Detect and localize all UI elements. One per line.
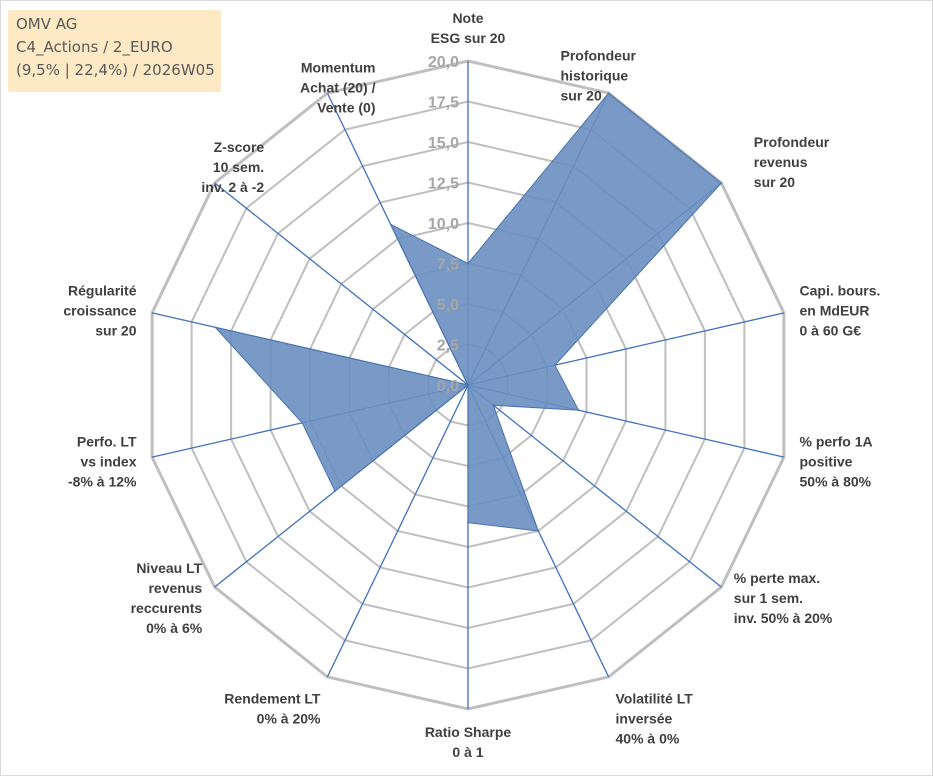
axis-label-line: en MdEUR xyxy=(800,302,870,318)
axis-label-line: reccurents xyxy=(131,600,203,616)
axis-label: % perte max. sur 1 sem. inv. 50% à 20% xyxy=(734,570,833,626)
axis-label-line: Vente (0) xyxy=(317,100,375,116)
axis-label-line: Rendement LT xyxy=(224,690,321,706)
axis-label-line: 0 à 60 G€ xyxy=(800,322,862,338)
data-point xyxy=(607,92,610,94)
data-point xyxy=(720,182,723,184)
tick-label: 12,5 xyxy=(428,176,459,193)
axis-label-line: Niveau LT xyxy=(136,560,202,576)
axis-spoke xyxy=(467,384,722,588)
tick-label: 2,5 xyxy=(437,338,459,355)
axis-label: Profondeur revenus sur 20 xyxy=(754,134,830,190)
radar-axis-labels: Note ESG sur 20 Profondeur historique sur 20… xyxy=(63,10,880,760)
axis-label-line: sur 20 xyxy=(95,322,136,338)
axis-label-line: sur 20 xyxy=(754,174,795,190)
axis-label: Note ESG sur 20 xyxy=(431,10,506,46)
axis-label-line: inv. 2 à -2 xyxy=(201,179,264,195)
data-point xyxy=(334,490,336,492)
axis-label-line: 0% à 6% xyxy=(146,620,203,636)
axis-label-line: sur 1 sem. xyxy=(734,590,803,606)
company-name: OMV AG xyxy=(16,15,78,33)
tick-label: 17,5 xyxy=(428,95,459,112)
data-point xyxy=(389,223,392,226)
axis-label-line: 0 à 1 xyxy=(452,744,483,760)
axis-label-line: revenus xyxy=(148,580,202,596)
axis-label-line: inv. 50% à 20% xyxy=(734,610,833,626)
axis-label-line: % perfo 1A xyxy=(800,434,873,450)
axis-label: Capi. bours. en MdEUR 0 à 60 G€ xyxy=(800,282,881,338)
axis-label-line: Capi. bours. xyxy=(800,282,881,298)
axis-label-line: vs index xyxy=(80,454,136,470)
axis-label: % perfo 1A positive 50% à 80% xyxy=(800,434,873,490)
axis-spoke xyxy=(326,384,469,678)
axis-label-line: Profondeur xyxy=(561,48,637,64)
axis-label-line: Z-score xyxy=(214,139,265,155)
category-label: C4_Actions / 2_EURO xyxy=(16,38,173,56)
axis-label-line: revenus xyxy=(754,154,808,170)
axis-label-line: Profondeur xyxy=(754,134,830,150)
tick-label: 10,0 xyxy=(428,216,459,233)
axis-label-line: Volatilité LT xyxy=(616,690,694,706)
axis-label-line: Régularité xyxy=(68,282,137,298)
data-point xyxy=(467,384,469,386)
axis-label-line: 10 sem. xyxy=(213,159,264,175)
axis-label-line: Note xyxy=(452,10,483,26)
axis-label-line: Ratio Sharpe xyxy=(425,724,512,740)
tick-label: 5,0 xyxy=(437,297,459,314)
data-point xyxy=(492,404,495,407)
axis-label: Profondeur historique sur 20 xyxy=(561,48,637,104)
radar-series xyxy=(213,92,723,532)
radar-tick-labels: 0,0 2,5 5,0 7,5 10,0 12,5 15,0 17,5 20,0 xyxy=(428,54,459,395)
axis-label-line: Momentum xyxy=(301,60,376,76)
data-point xyxy=(467,521,469,524)
axis-label-line: 0% à 20% xyxy=(257,710,321,726)
axis-label: Niveau LT revenus reccurents 0% à 6% xyxy=(131,560,203,636)
axis-label: Perfo. LT vs index -8% à 12% xyxy=(68,434,137,490)
axis-label: Ratio Sharpe 0 à 1 xyxy=(425,724,512,760)
axis-label-line: historique xyxy=(561,68,629,84)
axis-label-line: inversée xyxy=(616,710,673,726)
tick-label: 0,0 xyxy=(437,378,459,395)
data-point xyxy=(301,422,304,424)
axis-label-line: % perte max. xyxy=(734,570,820,586)
axis-spoke xyxy=(214,182,469,386)
axis-label-line: Achat (20) / xyxy=(300,80,376,96)
tick-label: 20,0 xyxy=(428,54,459,71)
axis-label-line: 40% à 0% xyxy=(616,730,680,746)
axis-label-line: positive xyxy=(800,454,853,470)
axis-label: Régularité croissance sur 20 xyxy=(63,282,136,338)
axis-label-line: 50% à 80% xyxy=(800,474,872,490)
data-point xyxy=(467,262,469,265)
axis-label: Volatilité LT inversée 40% à 0% xyxy=(616,690,694,746)
data-point xyxy=(537,530,540,532)
axis-label-line: croissance xyxy=(63,302,136,318)
axis-label-line: -8% à 12% xyxy=(68,474,137,490)
title-box: OMV AG C4_Actions / 2_EURO (9,5% | 22,4%… xyxy=(8,10,221,92)
tick-label: 7,5 xyxy=(437,257,459,274)
axis-label: Momentum Achat (20) / Vente (0) xyxy=(300,60,376,116)
data-point xyxy=(214,326,217,329)
period-label: (9,5% | 22,4%) / 2026W05 xyxy=(16,61,215,79)
axis-label: Z-score 10 sem. inv. 2 à -2 xyxy=(201,139,264,195)
tick-label: 15,0 xyxy=(428,135,459,152)
data-point xyxy=(554,364,556,367)
axis-label: Rendement LT 0% à 20% xyxy=(224,690,321,726)
data-point xyxy=(577,409,580,412)
axis-label-line: ESG sur 20 xyxy=(431,30,506,46)
axis-label-line: Perfo. LT xyxy=(77,434,137,450)
axis-label-line: sur 20 xyxy=(561,88,602,104)
